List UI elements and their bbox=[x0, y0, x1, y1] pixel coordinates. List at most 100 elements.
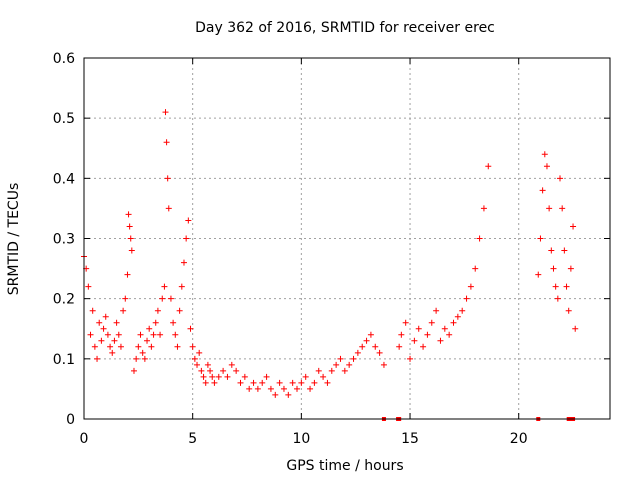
data-point bbox=[246, 385, 253, 392]
data-point bbox=[194, 361, 201, 368]
data-point bbox=[567, 265, 574, 272]
data-point bbox=[402, 319, 409, 326]
data-point bbox=[241, 373, 248, 380]
chart-title: Day 362 of 2016, SRMTID for receiver ere… bbox=[195, 20, 495, 36]
data-point bbox=[102, 313, 109, 320]
data-point bbox=[450, 319, 457, 326]
data-point bbox=[463, 295, 470, 302]
y-tick-label: 0.3 bbox=[53, 232, 75, 248]
data-point bbox=[207, 367, 214, 374]
data-point bbox=[546, 205, 553, 212]
data-point bbox=[170, 319, 177, 326]
data-point bbox=[341, 367, 348, 374]
data-point bbox=[320, 373, 327, 380]
data-point bbox=[89, 307, 96, 314]
data-point bbox=[572, 325, 579, 332]
data-point bbox=[259, 379, 266, 386]
y-tick-label: 0.5 bbox=[53, 111, 75, 127]
data-point bbox=[163, 139, 170, 146]
data-point bbox=[428, 319, 435, 326]
data-point bbox=[113, 319, 120, 326]
data-point bbox=[189, 343, 196, 350]
data-point bbox=[550, 265, 557, 272]
data-point bbox=[152, 319, 159, 326]
data-point bbox=[424, 331, 431, 338]
data-point bbox=[139, 349, 146, 356]
data-point bbox=[552, 283, 559, 290]
data-point bbox=[472, 265, 479, 272]
data-point bbox=[161, 283, 168, 290]
data-point bbox=[224, 373, 231, 380]
data-point bbox=[198, 367, 205, 374]
data-point bbox=[162, 109, 169, 116]
data-point bbox=[122, 295, 129, 302]
data-point bbox=[111, 337, 118, 344]
data-point bbox=[415, 325, 422, 332]
data-point bbox=[311, 379, 318, 386]
data-point bbox=[125, 211, 132, 218]
data-point bbox=[100, 325, 107, 332]
data-point bbox=[267, 385, 274, 392]
data-point bbox=[535, 271, 542, 278]
data-point bbox=[187, 325, 194, 332]
data-point bbox=[209, 373, 216, 380]
data-point bbox=[115, 331, 122, 338]
data-point bbox=[196, 349, 203, 356]
tick-labels: 0 0.1 0.2 0.3 0.4 0.5 0.6 0 5 10 15 20 bbox=[53, 51, 528, 447]
data-point bbox=[135, 343, 142, 350]
data-point bbox=[563, 283, 570, 290]
data-point bbox=[200, 373, 207, 380]
data-point bbox=[396, 343, 403, 350]
data-point bbox=[565, 307, 572, 314]
data-point bbox=[150, 331, 157, 338]
data-point bbox=[126, 223, 133, 230]
data-point bbox=[137, 331, 144, 338]
data-point bbox=[307, 385, 314, 392]
data-point bbox=[346, 361, 353, 368]
x-tick-label: 20 bbox=[510, 431, 528, 447]
data-point bbox=[141, 355, 148, 362]
data-point bbox=[294, 385, 301, 392]
data-points bbox=[81, 109, 579, 421]
data-point bbox=[372, 343, 379, 350]
data-point bbox=[228, 361, 235, 368]
data-point bbox=[263, 373, 270, 380]
data-point bbox=[557, 175, 564, 182]
y-tick-label: 0.6 bbox=[53, 51, 75, 67]
data-point bbox=[302, 373, 309, 380]
data-point bbox=[276, 379, 283, 386]
data-point bbox=[324, 379, 331, 386]
data-point bbox=[204, 361, 211, 368]
data-point bbox=[537, 235, 544, 242]
data-point bbox=[433, 307, 440, 314]
data-point bbox=[315, 367, 322, 374]
data-point bbox=[220, 367, 227, 374]
data-point bbox=[109, 349, 116, 356]
data-point bbox=[85, 283, 92, 290]
x-tick-label: 5 bbox=[188, 431, 197, 447]
data-point bbox=[164, 175, 171, 182]
data-point bbox=[174, 343, 181, 350]
y-tick-label: 0.2 bbox=[53, 292, 75, 308]
data-point bbox=[539, 187, 546, 194]
data-point bbox=[298, 379, 305, 386]
data-point bbox=[98, 337, 105, 344]
data-point bbox=[561, 247, 568, 254]
data-point bbox=[191, 355, 198, 362]
data-point bbox=[485, 163, 492, 170]
data-point bbox=[91, 343, 98, 350]
data-point bbox=[128, 247, 135, 254]
data-point bbox=[367, 331, 374, 338]
x-tick-label: 10 bbox=[292, 431, 310, 447]
data-point bbox=[407, 355, 414, 362]
data-point bbox=[354, 349, 361, 356]
data-point bbox=[144, 337, 151, 344]
data-point bbox=[280, 385, 287, 392]
data-point bbox=[254, 385, 261, 392]
x-tick-label: 0 bbox=[80, 431, 89, 447]
data-point bbox=[350, 355, 357, 362]
data-point bbox=[328, 367, 335, 374]
plot-frame bbox=[83, 57, 611, 420]
data-point bbox=[380, 361, 387, 368]
data-point bbox=[157, 331, 164, 338]
